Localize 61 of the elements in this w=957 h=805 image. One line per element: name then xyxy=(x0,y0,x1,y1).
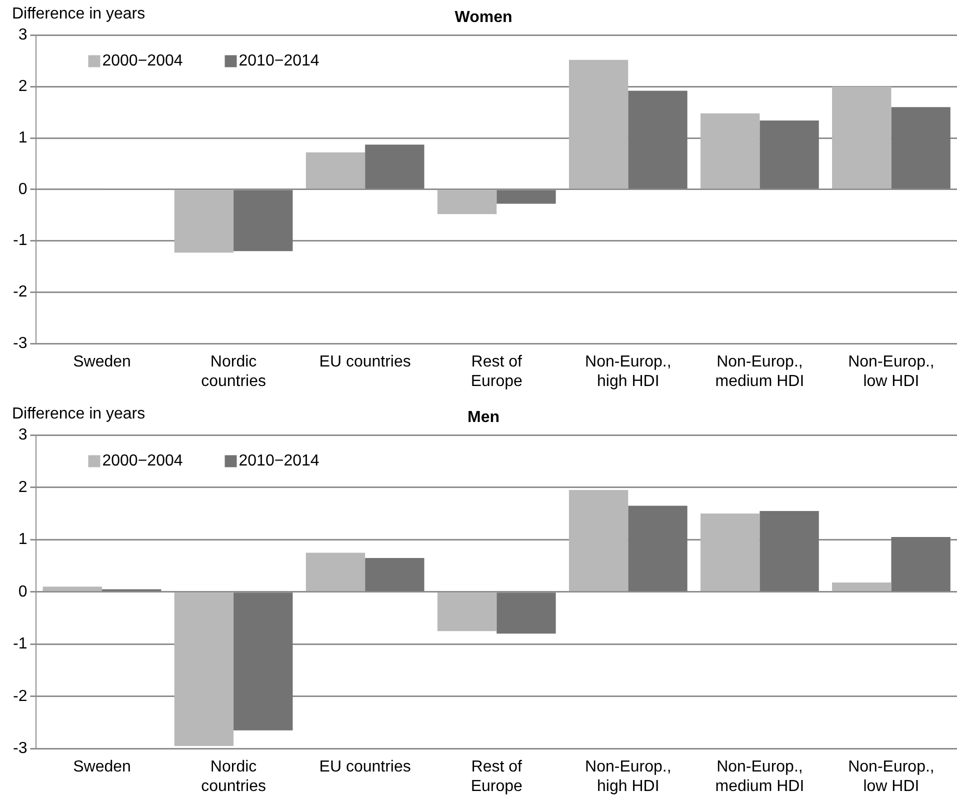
y-tick-label: -2 xyxy=(12,688,28,705)
legend-label: 2010−2014 xyxy=(238,452,320,470)
bar xyxy=(628,506,688,592)
x-tick-label: Sweden xyxy=(73,758,131,776)
x-tick-label: Non-Europ., medium HDI xyxy=(715,758,804,795)
bar xyxy=(174,592,234,746)
y-tick-label: -3 xyxy=(12,740,28,758)
y-tick-label: 3 xyxy=(18,26,28,44)
bar xyxy=(234,592,293,730)
bar xyxy=(891,537,950,592)
bar xyxy=(700,514,760,592)
x-tick-label: Non-Europ., medium HDI xyxy=(715,354,804,390)
chart-title: Men xyxy=(468,409,500,426)
bar xyxy=(174,190,234,253)
legend-label: 2010−2014 xyxy=(238,52,320,70)
y-tick-label: -1 xyxy=(12,636,28,653)
x-tick-label: Nordic countries xyxy=(201,758,266,795)
bar xyxy=(365,144,424,189)
chart-title: Women xyxy=(454,9,512,26)
x-tick-label: Non-Europ., high HDI xyxy=(585,354,672,390)
bar xyxy=(42,586,102,592)
x-tick-label: Rest of Europe xyxy=(470,354,523,390)
x-tick-label: Sweden xyxy=(73,354,131,371)
y-tick-label: 3 xyxy=(18,426,28,444)
y-tick-label: -3 xyxy=(12,335,28,352)
legend-label: 2000−2004 xyxy=(102,52,183,70)
y-axis-title: Difference in years xyxy=(12,5,146,22)
y-tick-label: 2 xyxy=(18,478,28,496)
x-tick-label: EU countries xyxy=(319,354,411,371)
bar xyxy=(628,90,688,189)
bar xyxy=(832,86,892,189)
bar xyxy=(832,582,892,592)
x-tick-label: EU countries xyxy=(319,758,411,776)
y-tick-label: 2 xyxy=(18,78,28,96)
x-tick-label: Rest of Europe xyxy=(470,758,523,795)
bar xyxy=(437,190,497,214)
bar xyxy=(568,60,628,189)
y-tick-label: 0 xyxy=(18,583,28,600)
x-tick-label: Nordic countries xyxy=(201,354,266,390)
bar xyxy=(234,190,293,252)
y-tick-label: 1 xyxy=(18,129,28,146)
bar xyxy=(496,592,556,634)
x-tick-label: Non-Europ., high HDI xyxy=(585,758,672,795)
bar xyxy=(365,558,424,592)
bar xyxy=(760,120,819,189)
y-tick-label: -2 xyxy=(12,284,28,301)
y-axis-title: Difference in years xyxy=(12,405,146,422)
bar xyxy=(306,552,366,592)
y-tick-label: 0 xyxy=(18,180,28,198)
x-tick-label: Non-Europ., low HDI xyxy=(848,354,934,390)
y-tick-label: 1 xyxy=(18,531,28,548)
bar xyxy=(700,113,760,189)
bar xyxy=(306,152,366,189)
bar xyxy=(568,490,628,592)
y-tick-label: -1 xyxy=(12,232,28,250)
legend-label: 2000−2004 xyxy=(102,452,183,470)
bar xyxy=(437,592,497,632)
x-tick-label: Non-Europ., low HDI xyxy=(848,758,934,795)
bar xyxy=(891,107,950,189)
bar xyxy=(496,190,556,204)
bar xyxy=(760,510,819,592)
